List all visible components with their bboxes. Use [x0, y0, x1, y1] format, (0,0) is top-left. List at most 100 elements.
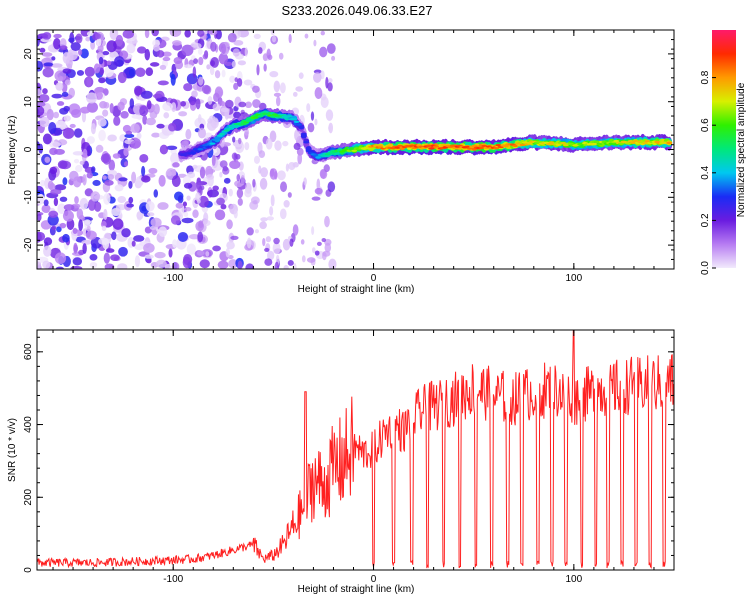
figure-title: S233.2026.049.06.33.E27: [281, 3, 432, 18]
noise-blob: [93, 63, 101, 74]
noise-blob: [233, 40, 244, 46]
noise-blob: [293, 142, 301, 151]
noise-blob: [252, 99, 261, 108]
noise-blob: [73, 128, 83, 138]
noise-blob: [144, 254, 154, 259]
ridge-cell: [425, 144, 432, 147]
noise-blob: [99, 101, 108, 109]
noise-blob: [102, 175, 107, 180]
noise-blob: [246, 237, 252, 249]
noise-blob: [259, 221, 267, 230]
noise-blob: [274, 140, 282, 151]
noise-blob: [320, 96, 329, 108]
noise-blob: [155, 259, 167, 268]
noise-blob: [275, 96, 281, 107]
noise-blob: [314, 187, 323, 195]
noise-blob: [168, 122, 177, 132]
noise-blob: [273, 237, 280, 245]
noise-blob: [52, 141, 61, 147]
ridge-cell: [394, 146, 401, 149]
noise-blob: [37, 36, 40, 47]
noise-blob: [324, 215, 330, 228]
ridge-cell: [211, 138, 218, 141]
noise-blob: [95, 144, 104, 153]
noise-blob: [270, 194, 275, 207]
noise-blob: [156, 50, 165, 58]
noise-blob: [151, 132, 161, 138]
noise-blob: [292, 224, 299, 236]
snr-frame: [36, 329, 675, 571]
noise-blob: [232, 136, 236, 143]
noise-blob: [114, 184, 124, 192]
noise-blob: [244, 47, 248, 57]
noise-blob: [104, 179, 114, 186]
noise-blob: [274, 171, 278, 180]
ridge-cell: [514, 142, 521, 145]
noise-blob: [202, 53, 208, 60]
noise-blob: [63, 115, 71, 122]
noise-blob: [171, 102, 177, 113]
noise-blob: [136, 46, 147, 54]
noise-blob: [197, 30, 205, 37]
noise-blob: [42, 88, 48, 95]
noise-blob: [143, 243, 155, 254]
noise-blob: [177, 195, 184, 204]
noise-blob: [314, 250, 320, 256]
ridge-cell: [560, 141, 567, 145]
noise-blob: [173, 57, 183, 65]
noise-blob: [163, 112, 170, 119]
noise-blob: [214, 70, 221, 79]
x-tick-label: -100: [163, 574, 183, 585]
noise-blob: [272, 242, 281, 255]
noise-blob: [117, 101, 125, 111]
noise-blob: [79, 197, 89, 210]
noise-blob: [59, 222, 67, 229]
noise-blob: [162, 56, 171, 62]
noise-blob: [306, 257, 316, 263]
noise-blob: [192, 164, 198, 169]
noise-blob: [187, 171, 196, 179]
noise-blob: [53, 111, 60, 119]
spectrogram-ridge: [178, 107, 673, 163]
noise-blob: [233, 111, 242, 119]
noise-blob: [216, 197, 225, 206]
noise-blob: [136, 210, 144, 220]
noise-blob: [42, 67, 54, 78]
noise-blob: [270, 30, 275, 36]
noise-blob: [231, 60, 237, 68]
noise-blob: [184, 30, 191, 38]
noise-blob: [295, 86, 304, 92]
ridge-cell: [214, 136, 221, 139]
colorbar-label: Normalized spectral amplitude: [736, 82, 747, 217]
noise-blob: [53, 33, 62, 39]
noise-blob: [86, 31, 94, 37]
noise-blob: [102, 109, 109, 117]
noise-blob: [85, 230, 97, 240]
noise-blob: [89, 261, 98, 269]
noise-blob: [190, 42, 199, 48]
noise-blob: [158, 226, 168, 237]
noise-blob: [260, 217, 268, 222]
noise-blob: [212, 185, 219, 191]
noise-blob: [148, 167, 158, 174]
ridge-cell: [291, 118, 298, 121]
y-tick-label: -20: [23, 237, 34, 252]
noise-blob: [258, 150, 266, 158]
noise-blob: [147, 212, 155, 217]
noise-blob: [44, 156, 51, 163]
ridge-cell: [190, 151, 197, 154]
spectrogram-x-axis: -100 0 100: [52, 30, 675, 284]
noise-blob: [182, 256, 192, 269]
noise-blob: [115, 204, 121, 212]
noise-blob: [177, 231, 189, 242]
noise-blob: [41, 52, 53, 57]
noise-blob: [105, 248, 115, 253]
noise-blob: [91, 166, 96, 173]
noise-blob: [134, 255, 141, 268]
noise-blob: [43, 199, 49, 207]
noise-blob: [262, 237, 266, 247]
noise-blob: [311, 196, 321, 201]
noise-blob: [195, 221, 204, 232]
ridge-cell: [625, 142, 632, 145]
noise-blob: [185, 128, 192, 140]
